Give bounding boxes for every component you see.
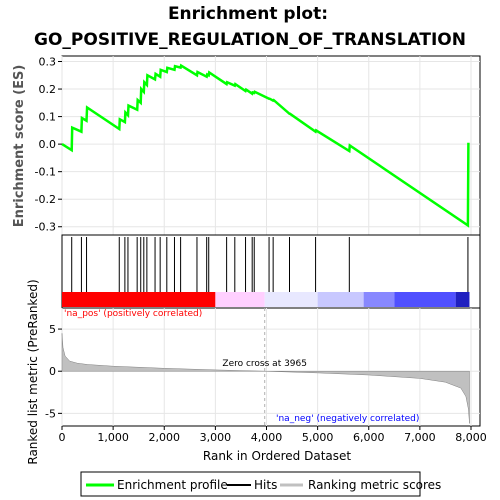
x-tick-label: 5,000 [302, 431, 334, 444]
x-tick-label: 7,000 [404, 431, 436, 444]
rank-color-bar [62, 292, 470, 307]
x-tick-label: 2,000 [149, 431, 181, 444]
zero-cross-label: Zero cross at 3965 [222, 359, 307, 369]
ranking-metric-area [61, 333, 470, 424]
rank-color-segment [363, 292, 395, 307]
es-y-tick-label: 0.3 [39, 56, 57, 69]
enrichment-y-ticks: -0.3 -0.2 -0.1 0.0 0.1 0.2 0.3 [35, 56, 62, 234]
rank-color-segment [394, 292, 456, 307]
negative-correlation-label: 'na_neg' (negatively correlated) [276, 414, 419, 424]
positive-correlation-label: 'na_pos' (positively correlated) [64, 309, 202, 319]
rm-y-tick-label: 0 [49, 365, 56, 378]
hit-markers [71, 237, 469, 292]
rm-y-tick-label: -5 [45, 407, 56, 420]
x-tick-label: 8,000 [455, 431, 487, 444]
rm-y-tick-label: 5 [49, 323, 56, 336]
x-tick-label: 1,000 [97, 431, 129, 444]
x-tick-label: 0 [59, 431, 66, 444]
legend-enrichment-label: Enrichment profile [117, 478, 228, 492]
es-y-tick-label: 0.2 [39, 83, 57, 96]
legend-metric-label: Ranking metric scores [308, 478, 441, 492]
enrichment-gridlines [61, 56, 480, 235]
x-tick-label: 4,000 [251, 431, 283, 444]
chart-title-line1: Enrichment plot: [168, 4, 328, 24]
legend: Enrichment profile Hits Ranking metric s… [80, 471, 441, 497]
es-y-tick-label: 0.1 [39, 111, 57, 124]
es-y-tick-label: 0.0 [39, 138, 57, 151]
x-tick-label: 3,000 [200, 431, 232, 444]
enrichment-profile-line [61, 63, 470, 228]
rank-color-segment [215, 292, 265, 307]
ranked-metric-x-ticks: 0 1,000 2,000 3,000 4,000 5,000 6,000 7,000 8,00… [59, 426, 487, 444]
enrichment-panel [61, 55, 481, 236]
rank-color-segment [455, 292, 470, 307]
es-y-tick-label: -0.1 [35, 166, 56, 179]
chart-title-line2: GO_POSITIVE_REGULATION_OF_TRANSLATION [34, 30, 466, 50]
ranked-metric-y-axis-label: Ranked list metric (PreRanked) [26, 279, 40, 464]
rank-color-segment [62, 292, 216, 307]
ranked-metric-y-ticks: -5 0 5 [45, 323, 62, 420]
es-y-axis-label: Enrichment score (ES) [12, 65, 27, 228]
rank-color-segment [317, 292, 364, 307]
x-tick-label: 6,000 [353, 431, 385, 444]
es-y-tick-label: -0.3 [35, 221, 56, 234]
es-y-tick-label: -0.2 [35, 193, 56, 206]
legend-hits-label: Hits [254, 478, 277, 492]
rank-color-segment [264, 292, 318, 307]
x-axis-label: Rank in Ordered Dataset [203, 449, 351, 463]
